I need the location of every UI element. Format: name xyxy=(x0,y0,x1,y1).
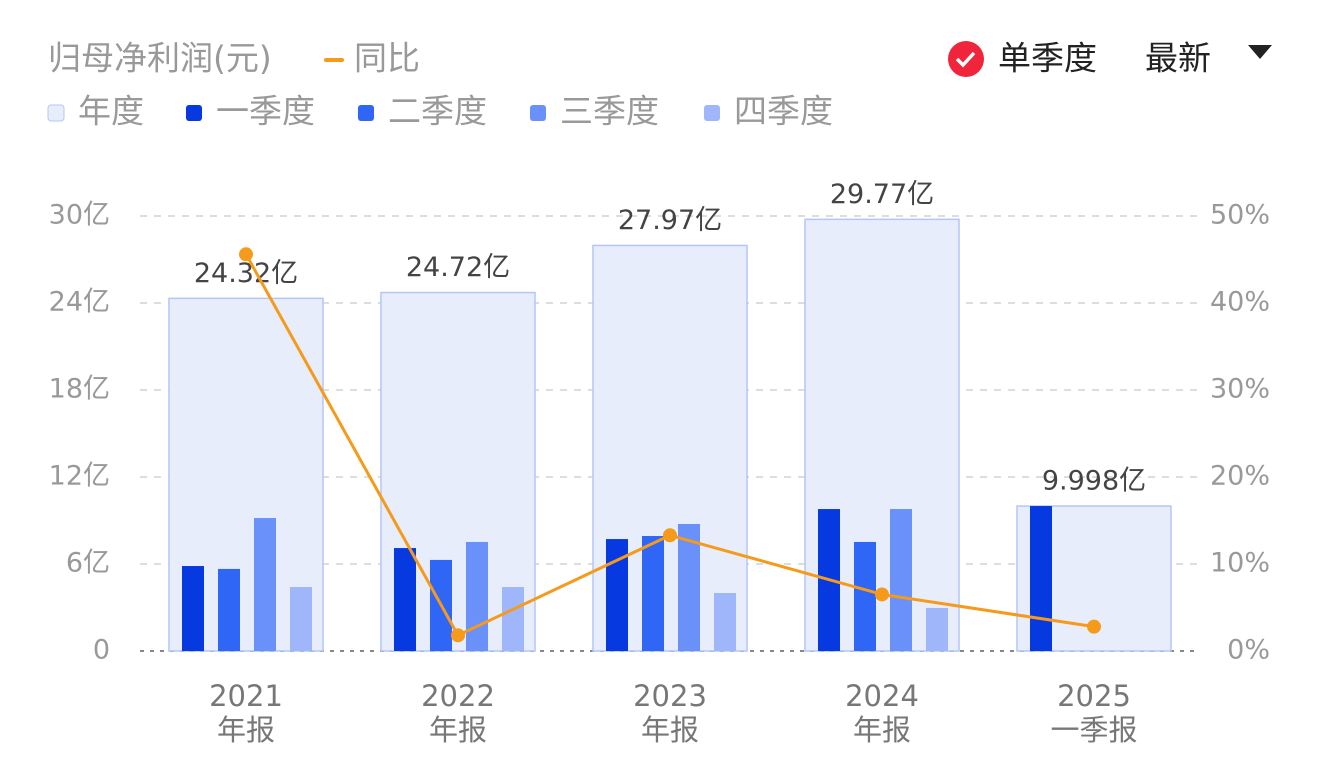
yoy-point xyxy=(239,247,253,262)
x-tick-label: 2022 xyxy=(421,679,495,713)
y-tick-label: 6亿 xyxy=(66,548,110,579)
quarter-bar xyxy=(642,536,664,651)
x-tick-label: 年报 xyxy=(853,713,911,747)
legend-swatch xyxy=(358,105,374,121)
quarter-bar xyxy=(218,568,240,651)
dropdown-label[interactable]: 最新 xyxy=(1145,39,1211,78)
value-label: 24.32亿 xyxy=(194,258,298,289)
legend-label: 四季度 xyxy=(734,92,833,131)
x-tick-label: 一季报 xyxy=(1050,713,1137,747)
legend-label: 一季度 xyxy=(216,92,315,131)
legend-label: 二季度 xyxy=(388,92,487,131)
yoy-point xyxy=(875,587,889,602)
quarter-bar xyxy=(466,541,488,651)
y-tick-label: 24亿 xyxy=(49,287,110,318)
y2-tick-label: 30% xyxy=(1210,374,1270,405)
value-label: 9.998亿 xyxy=(1042,466,1146,497)
legend-swatch xyxy=(530,105,546,121)
legend-label: 同比 xyxy=(354,39,420,78)
quarter-bar xyxy=(290,587,312,651)
y2-tick-label: 0% xyxy=(1227,635,1270,666)
y-tick-label: 18亿 xyxy=(49,374,110,405)
checkbox[interactable] xyxy=(948,41,984,77)
checkmark xyxy=(955,51,976,68)
y2-tick-label: 20% xyxy=(1210,461,1270,492)
quarter-bar xyxy=(1030,506,1052,651)
quarter-bar xyxy=(182,566,204,651)
legend-swatch xyxy=(186,105,202,121)
yoy-point xyxy=(1087,619,1101,634)
y-tick-label: 0 xyxy=(93,635,110,666)
y2-tick-label: 50% xyxy=(1210,200,1270,231)
legend-swatch xyxy=(704,105,720,121)
value-label: 27.97亿 xyxy=(618,205,722,236)
value-label: 24.72亿 xyxy=(406,252,510,283)
quarter-bar xyxy=(678,523,700,651)
checkbox-label[interactable]: 单季度 xyxy=(998,39,1097,78)
value-label: 29.77亿 xyxy=(830,179,934,210)
y2-tick-label: 10% xyxy=(1210,548,1270,579)
x-tick-label: 2023 xyxy=(633,679,707,713)
x-tick-label: 2021 xyxy=(209,679,283,713)
legend-swatch xyxy=(47,104,65,122)
legend-label: 三季度 xyxy=(560,92,659,131)
x-tick-label: 2025 xyxy=(1057,679,1131,713)
quarter-bar xyxy=(502,587,524,651)
quarter-bar xyxy=(606,539,628,651)
x-tick-label: 2024 xyxy=(845,679,919,713)
quarter-bar xyxy=(714,593,736,651)
yoy-point xyxy=(451,628,465,643)
quarter-bar xyxy=(926,607,948,651)
y2-tick-label: 40% xyxy=(1210,287,1270,318)
x-tick-label: 年报 xyxy=(429,713,487,747)
quarter-bar xyxy=(254,518,276,651)
quarter-bar xyxy=(394,548,416,651)
x-tick-label: 年报 xyxy=(217,713,275,747)
yoy-point xyxy=(663,528,677,543)
quarter-bar xyxy=(854,541,876,651)
x-tick-label: 年报 xyxy=(641,713,699,747)
legend-label: 年度 xyxy=(78,92,144,131)
dropdown-arrow[interactable] xyxy=(1248,45,1272,59)
chart-title: 归母净利润(元) xyxy=(48,39,272,78)
y-tick-label: 12亿 xyxy=(49,461,110,492)
quarter-bar xyxy=(890,509,912,651)
y-tick-label: 30亿 xyxy=(49,200,110,231)
